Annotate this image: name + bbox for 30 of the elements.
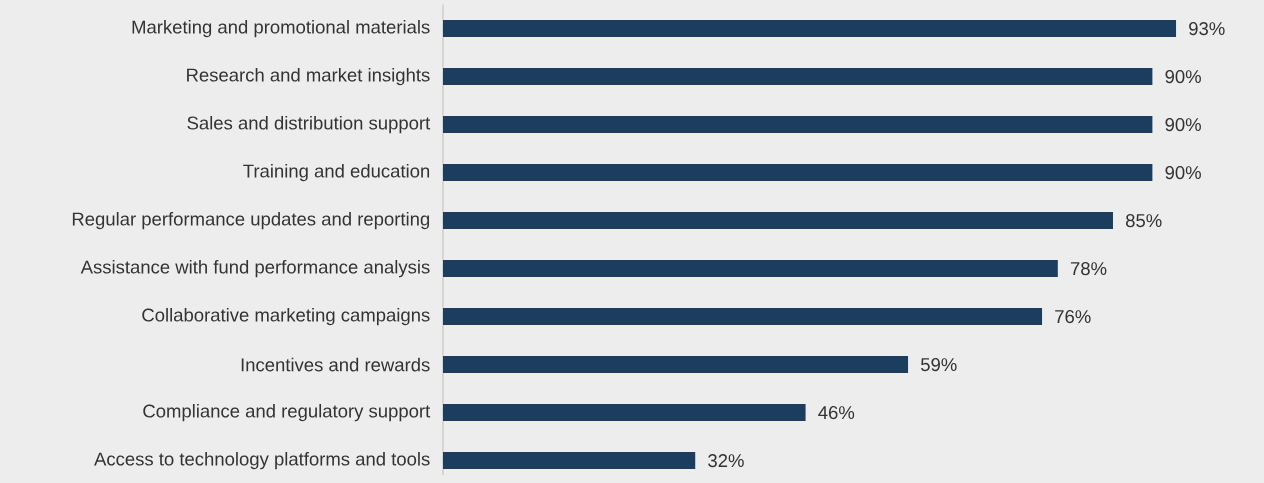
data-label: 59% (920, 358, 957, 372)
data-label: 90% (1165, 118, 1201, 132)
y-tick-label: Regular performance updates and reporting (72, 211, 430, 230)
bar (443, 164, 1153, 182)
y-tick-label: Incentives and rewards (241, 357, 430, 372)
bar (443, 404, 806, 422)
y-tick-label: Access to technology platforms and tools (94, 451, 430, 470)
bar (443, 356, 909, 374)
data-label: 90% (1165, 70, 1201, 84)
y-tick-label: Research and market insights (187, 67, 430, 86)
bar (443, 260, 1058, 278)
y-tick-label: Marketing and promotional materials (132, 19, 430, 38)
data-label: 32% (708, 454, 744, 468)
y-tick-label: Collaborative marketing campaigns (142, 307, 430, 326)
y-tick-label: Training and education (243, 163, 430, 182)
bar (443, 308, 1043, 326)
y-tick-label: Assistance with fund performance analysis (80, 259, 430, 278)
data-label: 78% (1070, 262, 1107, 276)
bar (443, 68, 1153, 86)
data-label: 46% (818, 406, 855, 420)
y-tick-label: Sales and distribution support (187, 115, 431, 134)
data-label: 85% (1125, 214, 1162, 228)
bar (443, 212, 1113, 230)
data-label: 93% (1189, 22, 1225, 36)
bar (443, 116, 1153, 134)
data-label: 76% (1055, 310, 1091, 324)
bar (443, 20, 1177, 38)
bar (443, 452, 696, 470)
y-tick-label: Compliance and regulatory support (143, 403, 431, 422)
data-label: 90% (1165, 166, 1201, 180)
